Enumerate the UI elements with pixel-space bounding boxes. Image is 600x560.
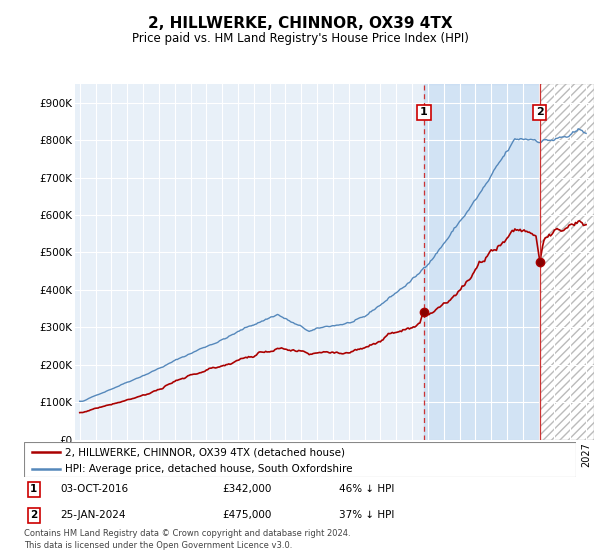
Bar	[540, 84, 594, 440]
Text: Contains HM Land Registry data © Crown copyright and database right 2024.: Contains HM Land Registry data © Crown c…	[24, 530, 350, 539]
Text: 1: 1	[420, 108, 428, 118]
Text: 2, HILLWERKE, CHINNOR, OX39 4TX (detached house): 2, HILLWERKE, CHINNOR, OX39 4TX (detache…	[65, 447, 346, 457]
Text: 37% ↓ HPI: 37% ↓ HPI	[338, 510, 394, 520]
Text: 46% ↓ HPI: 46% ↓ HPI	[338, 484, 394, 494]
Bar	[540, 84, 594, 440]
Text: Price paid vs. HM Land Registry's House Price Index (HPI): Price paid vs. HM Land Registry's House …	[131, 32, 469, 45]
Text: 2: 2	[31, 510, 38, 520]
Bar	[540, 84, 594, 440]
Text: 1: 1	[31, 484, 38, 494]
Text: £475,000: £475,000	[223, 510, 272, 520]
Text: 03-OCT-2016: 03-OCT-2016	[60, 484, 128, 494]
Text: 2: 2	[536, 108, 544, 118]
Bar	[424, 84, 540, 440]
Text: £342,000: £342,000	[223, 484, 272, 494]
Text: 25-JAN-2024: 25-JAN-2024	[60, 510, 125, 520]
FancyBboxPatch shape	[24, 442, 576, 477]
Text: This data is licensed under the Open Government Licence v3.0.: This data is licensed under the Open Gov…	[24, 541, 292, 550]
Text: 2, HILLWERKE, CHINNOR, OX39 4TX: 2, HILLWERKE, CHINNOR, OX39 4TX	[148, 16, 452, 31]
Text: HPI: Average price, detached house, South Oxfordshire: HPI: Average price, detached house, Sout…	[65, 464, 353, 474]
